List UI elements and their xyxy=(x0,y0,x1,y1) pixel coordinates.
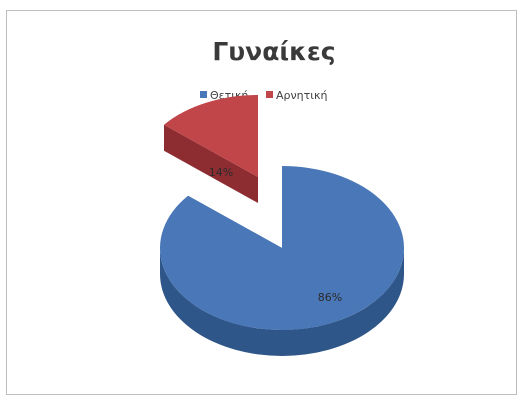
pie-wall-start-negative xyxy=(163,124,258,203)
pie-slice-positive xyxy=(159,166,404,330)
legend-swatch-negative xyxy=(266,91,273,98)
pie-slice-negative xyxy=(163,95,258,177)
legend-label-negative: Αρνητική xyxy=(276,89,327,102)
data-label-negative: 14% xyxy=(209,166,233,179)
legend-swatch-positive xyxy=(200,91,207,98)
data-label-positive: 86% xyxy=(318,291,342,304)
pie-slices xyxy=(159,95,404,356)
pie-side-positive-1 xyxy=(160,248,404,356)
chart-title: Γυναίκες xyxy=(212,37,335,66)
